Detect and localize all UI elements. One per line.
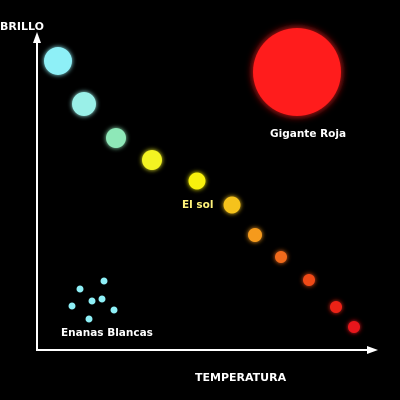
sun-label: El sol bbox=[182, 199, 214, 211]
main-sequence-star bbox=[44, 47, 72, 75]
white-dwarf-star bbox=[88, 297, 96, 305]
main-sequence-star bbox=[223, 196, 241, 214]
main-sequence-star bbox=[303, 274, 315, 286]
white-dwarf-star bbox=[76, 285, 84, 293]
x-axis-arrow bbox=[367, 346, 378, 354]
y-axis-label: BRILLO bbox=[0, 20, 44, 33]
white-dwarf-star bbox=[68, 302, 76, 310]
red-giant-star bbox=[253, 28, 341, 116]
y-axis-arrow bbox=[33, 32, 41, 43]
main-sequence-star bbox=[106, 128, 126, 148]
main-sequence-star bbox=[72, 92, 96, 116]
main-sequence-star bbox=[248, 228, 262, 242]
x-axis-label: TEMPERATURA bbox=[195, 371, 287, 384]
white-dwarf-star bbox=[85, 315, 93, 323]
main-sequence-star bbox=[348, 321, 360, 333]
sun-star bbox=[188, 172, 206, 190]
white-dwarfs-label: Enanas Blancas bbox=[61, 327, 153, 339]
red-giant-label: Gigante Roja bbox=[270, 128, 346, 140]
white-dwarf-star bbox=[100, 277, 108, 285]
white-dwarf-star bbox=[98, 295, 106, 303]
white-dwarf-star bbox=[110, 306, 118, 314]
main-sequence-star bbox=[142, 150, 162, 170]
main-sequence-star bbox=[330, 301, 342, 313]
main-sequence-star bbox=[275, 251, 287, 263]
white-dwarfs-cluster bbox=[68, 277, 118, 323]
